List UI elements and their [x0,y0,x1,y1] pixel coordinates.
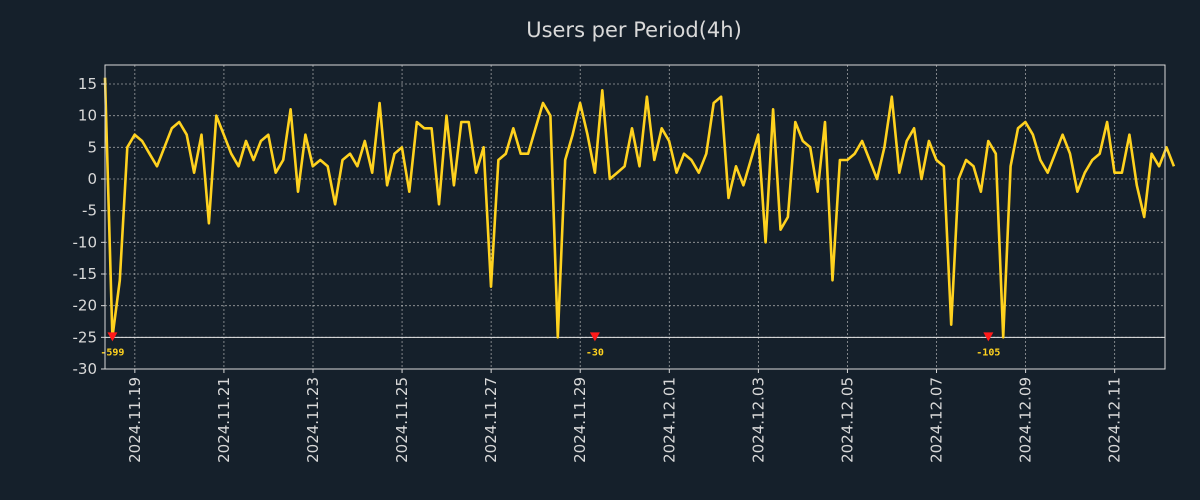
x-tick-label: 2024.11.29 [571,377,589,463]
axis-layer: 15 10 5 0 -5 -10 -15 -20 -25 -30 2024.11.19 2024.11… [73,75,1124,463]
y-tick-label: 15 [78,75,97,93]
y-tick-label: -5 [82,202,97,220]
plot-frame [104,64,1166,370]
y-tick-label: -20 [73,297,98,315]
x-tick-label: 2024.12.05 [838,377,856,463]
y-tick-label: -10 [73,233,98,251]
grid-layer [105,65,1165,370]
y-tick-label: 10 [78,107,97,125]
x-tick-label: 2024.12.09 [1017,377,1035,463]
clip-value-label: -105 [976,347,1000,358]
clip-marker [983,332,994,342]
y-tick-label: 5 [87,138,97,156]
series-layer [103,77,1176,339]
chart-title: Users per Period(4h) [526,18,742,42]
clip-marker [107,332,118,342]
x-tick-label: 2024.12.11 [1106,377,1124,463]
clip-value-label: -30 [586,347,604,358]
y-tick-label: 0 [87,170,97,188]
y-tick-label: -25 [73,328,98,346]
x-tick-label: 2024.11.21 [215,377,233,463]
x-tick-label: 2024.11.19 [126,377,144,463]
y-tick-label: -15 [73,265,98,283]
x-tick-label: 2024.12.01 [660,377,678,463]
clip-value-label: -599 [100,347,124,358]
x-tick-label: 2024.12.07 [928,377,946,463]
clip-marker [589,332,600,342]
x-tick-label: 2024.11.25 [393,377,411,463]
y-tick-label: -30 [73,360,98,378]
x-tick-label: 2024.12.03 [749,377,767,463]
x-tick-label: 2024.11.27 [482,377,500,463]
data-series-line [103,77,1176,339]
clip-marker-layer: -599 -30 -105 [100,332,1000,358]
x-tick-label: 2024.11.23 [304,377,322,463]
